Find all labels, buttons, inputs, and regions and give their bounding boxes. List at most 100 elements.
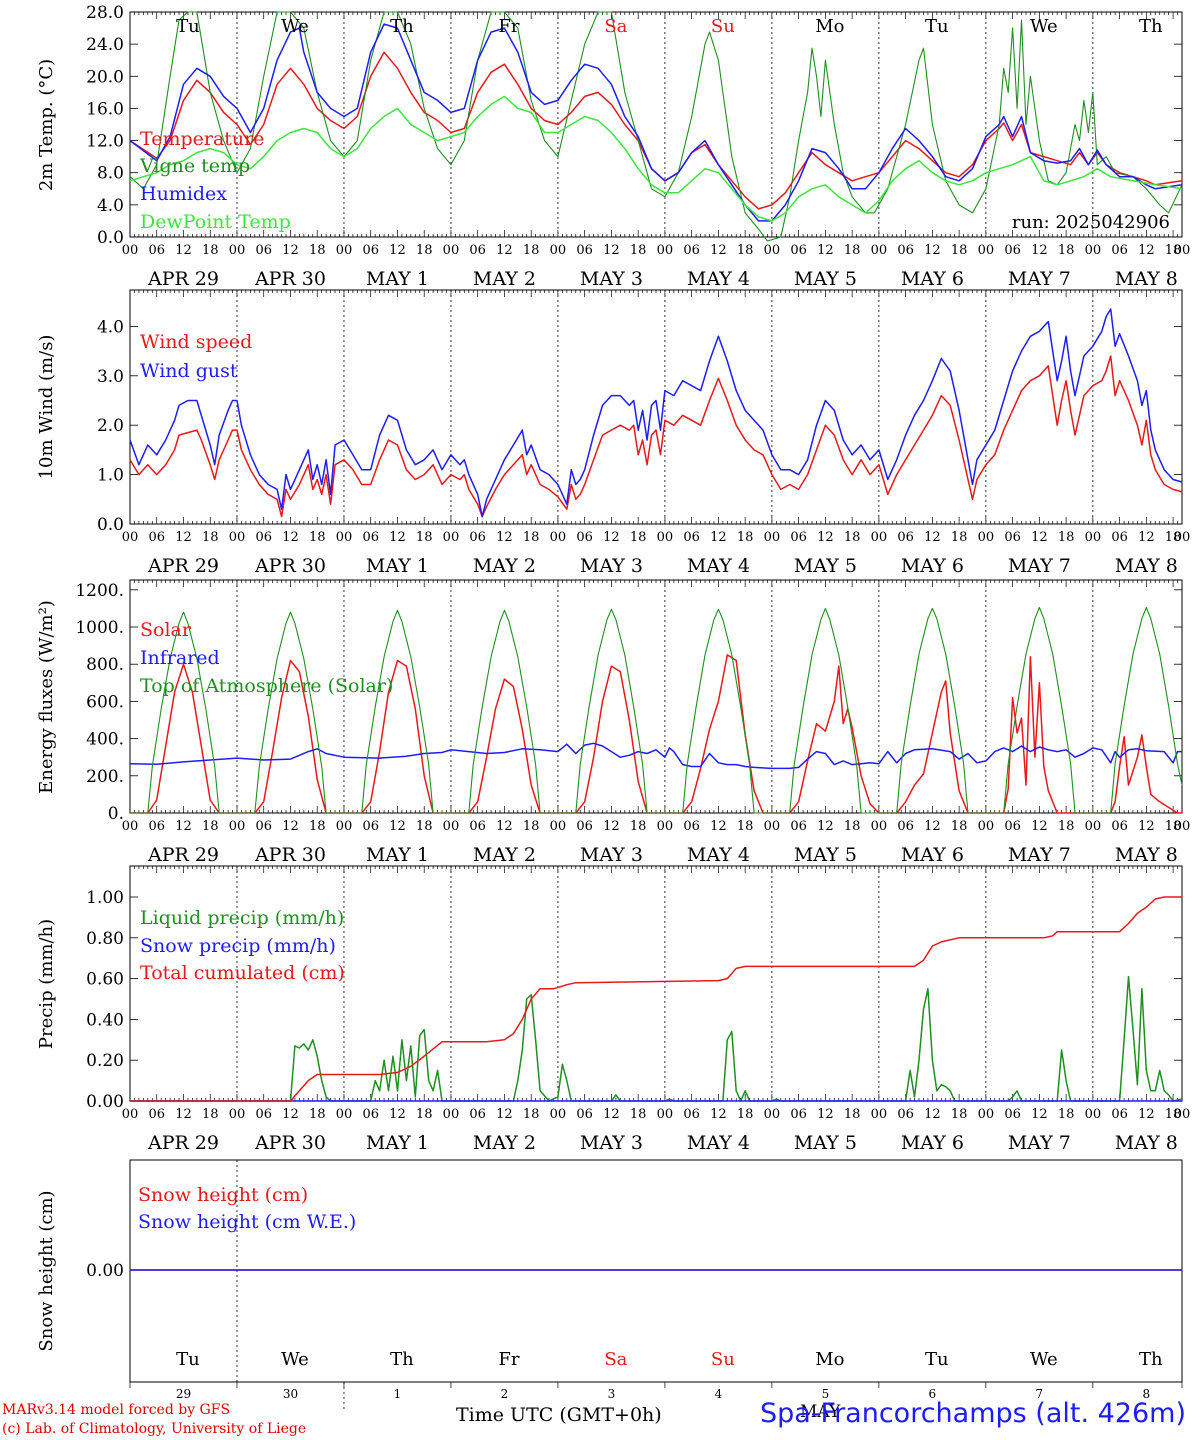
hour-tick-label: 12 <box>710 243 727 258</box>
hour-tick-label: 18 <box>309 243 326 258</box>
hour-tick-label: 18 <box>309 1107 326 1122</box>
hour-tick-label: 00 <box>657 1107 674 1122</box>
hour-tick-label: 18 <box>844 819 861 834</box>
weekday-label: Tu <box>925 16 949 37</box>
day-label: MAY 5 <box>794 555 857 577</box>
hour-tick-label: 12 <box>389 819 406 834</box>
hour-tick-label: 18 <box>951 1107 968 1122</box>
y-tick-label: 16.0 <box>86 99 124 119</box>
hour-tick-label: 00 <box>336 819 353 834</box>
day-label: MAY 7 <box>1008 268 1071 290</box>
y-tick-label: 0.0 <box>97 515 124 535</box>
day-label: MAY 2 <box>473 268 536 290</box>
series-vigne-temp <box>129 11 1183 242</box>
y-tick-label: 1.0 <box>97 466 124 486</box>
hour-tick-label: 18 <box>523 1107 540 1122</box>
day-number: 6 <box>929 1387 937 1401</box>
hour-tick-label: 06 <box>1111 819 1128 834</box>
day-label: APR 29 <box>147 268 219 290</box>
series-humidex <box>129 23 1183 222</box>
day-label: APR 29 <box>147 844 219 866</box>
weekday-label: We <box>281 1349 309 1370</box>
hour-tick-label: 18 <box>202 243 219 258</box>
hour-tick-label: 18 <box>1165 243 1182 258</box>
hour-tick-label: 12 <box>603 1107 620 1122</box>
panel-3: 0. 200. 400. 600. 800. 1000. 1200. Energy fluxe… <box>36 579 1190 866</box>
hour-tick-label: 00 <box>336 1107 353 1122</box>
hour-tick-label: 06 <box>576 530 593 545</box>
hour-tick-label: 00 <box>1174 1107 1191 1122</box>
hour-tick-label: 06 <box>790 530 807 545</box>
legend-entry: Solar <box>140 619 192 641</box>
y-tick-label: 200. <box>86 767 124 787</box>
hour-tick-label: 00 <box>764 819 781 834</box>
hour-tick-label: 12 <box>603 819 620 834</box>
hour-tick-label: 06 <box>1004 530 1021 545</box>
hour-tick-label: 06 <box>1111 243 1128 258</box>
hour-tick-label: 00 <box>550 530 567 545</box>
hour-tick-label: 06 <box>362 530 379 545</box>
hour-tick-label: 12 <box>496 530 513 545</box>
hour-tick-label: 06 <box>148 819 165 834</box>
hour-tick-label: 12 <box>282 530 299 545</box>
y-axis-label: 10m Wind (m/s) <box>36 335 57 480</box>
hour-tick-label: 12 <box>710 530 727 545</box>
legend-entry: Snow precip (mm/h) <box>140 935 336 957</box>
legend-entry: Temperature <box>140 128 264 150</box>
day-label: MAY 7 <box>1008 555 1071 577</box>
hour-tick-label: 06 <box>148 530 165 545</box>
weekday-label: Tu <box>176 1349 200 1370</box>
day-label: MAY 5 <box>794 844 857 866</box>
hour-tick-label: 06 <box>1111 1107 1128 1122</box>
day-number: 4 <box>715 1387 723 1401</box>
hour-tick-label: 18 <box>202 530 219 545</box>
hour-tick-label: 12 <box>817 243 834 258</box>
day-label: APR 30 <box>254 844 326 866</box>
hour-tick-label: 06 <box>897 243 914 258</box>
y-tick-label: 600. <box>86 692 124 712</box>
hour-tick-label: 12 <box>175 1107 192 1122</box>
weekday-label: Th <box>390 1349 414 1370</box>
hour-tick-label: 06 <box>1004 1107 1021 1122</box>
hour-tick-label: 18 <box>951 243 968 258</box>
hour-tick-label: 18 <box>1058 1107 1075 1122</box>
hour-tick-label: 00 <box>443 819 460 834</box>
hour-tick-label: 18 <box>1165 819 1182 834</box>
hour-tick-label: 12 <box>924 1107 941 1122</box>
hour-tick-label: 18 <box>1058 243 1075 258</box>
hour-tick-label: 00 <box>871 1107 888 1122</box>
hour-tick-label: 06 <box>469 243 486 258</box>
hour-tick-label: 06 <box>683 243 700 258</box>
day-label: MAY 3 <box>580 844 643 866</box>
hour-tick-label: 18 <box>1165 530 1182 545</box>
series-wind-speed <box>129 355 1183 518</box>
hour-tick-label: 06 <box>362 243 379 258</box>
day-label: APR 29 <box>147 1132 219 1154</box>
hour-tick-label: 00 <box>871 243 888 258</box>
weekday-label: Fr <box>498 16 519 37</box>
hour-tick-label: 06 <box>897 819 914 834</box>
y-tick-label: 4.0 <box>97 196 124 216</box>
hour-tick-label: 18 <box>951 530 968 545</box>
weekday-label: Th <box>1139 1349 1163 1370</box>
hour-tick-label: 18 <box>202 1107 219 1122</box>
y-tick-label: 0.40 <box>86 1010 124 1030</box>
station-name: Spa-Francorchamps (alt. 426m) <box>759 1398 1186 1429</box>
hour-tick-label: 18 <box>416 819 433 834</box>
hour-tick-label: 18 <box>523 530 540 545</box>
hour-tick-label: 00 <box>550 819 567 834</box>
hour-tick-label: 00 <box>229 530 246 545</box>
hour-tick-label: 18 <box>523 243 540 258</box>
hour-tick-label: 18 <box>630 1107 647 1122</box>
day-label: MAY 7 <box>1008 1132 1071 1154</box>
y-tick-label: 8.0 <box>97 164 124 184</box>
y-tick-label: 0.00 <box>86 1092 124 1112</box>
hour-tick-label: 12 <box>389 243 406 258</box>
hour-tick-label: 00 <box>122 1107 139 1122</box>
day-label: MAY 2 <box>473 1132 536 1154</box>
hour-tick-label: 18 <box>844 243 861 258</box>
hour-tick-label: 12 <box>924 819 941 834</box>
hour-tick-label: 12 <box>603 530 620 545</box>
hour-tick-label: 12 <box>1031 819 1048 834</box>
